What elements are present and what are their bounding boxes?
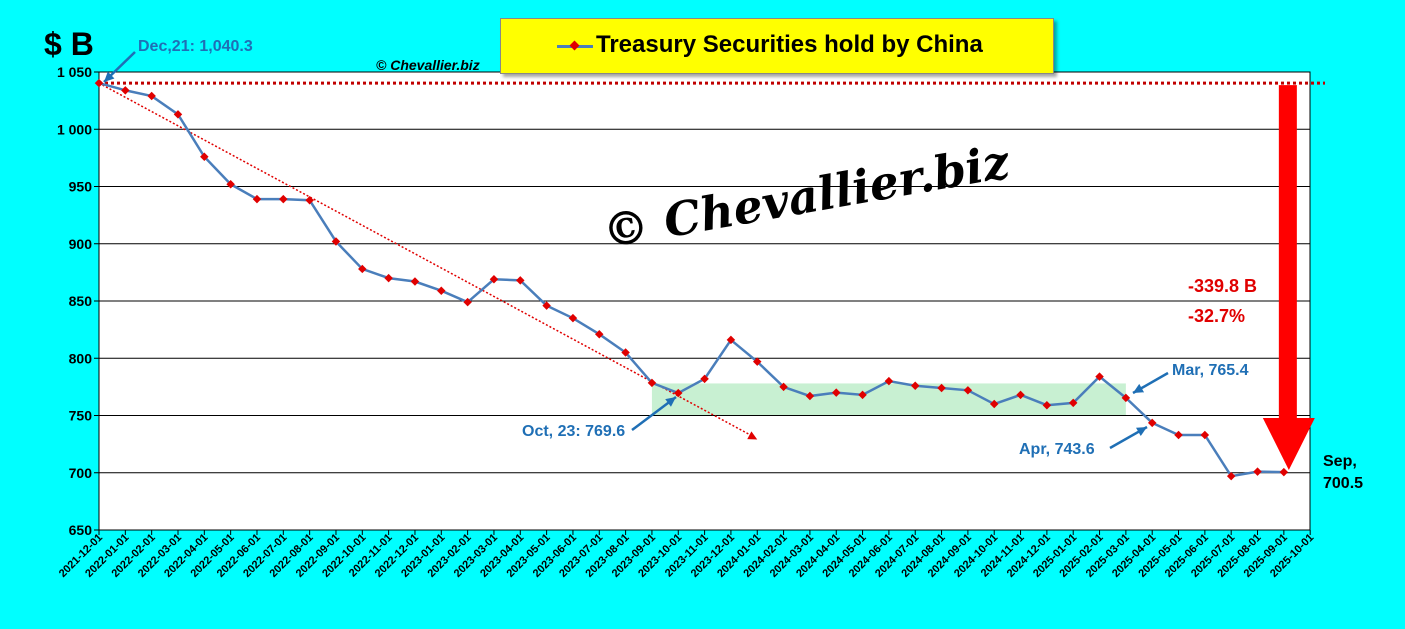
y-tick-label: 1 000 <box>57 121 92 137</box>
trend-arrowhead <box>747 431 758 440</box>
data-point <box>831 388 841 397</box>
band-rect <box>651 383 1126 416</box>
arrow-dec21-head <box>104 71 115 82</box>
data-point <box>1147 418 1157 428</box>
data-point <box>542 301 551 310</box>
drop-arrow-shaft <box>1278 85 1297 421</box>
series-line <box>98 81 1284 478</box>
drop-arrow-head <box>1262 418 1315 470</box>
annotation-oct23: Oct, 23: 769.6 <box>522 423 626 440</box>
data-point <box>753 357 762 366</box>
data-point <box>173 110 183 119</box>
data-point <box>595 329 604 339</box>
y-tick-label: 900 <box>69 236 93 252</box>
data-point <box>568 313 578 323</box>
data-point <box>805 391 815 401</box>
data-point <box>437 286 446 295</box>
data-point <box>858 390 867 400</box>
annotation-delta-percent: -32.7% <box>1188 306 1246 326</box>
legend-marker-swatch <box>569 40 580 51</box>
data-point <box>121 86 130 95</box>
x-axis-ticks: 2021-12-012022-01-012022-02-012022-03-01… <box>57 530 1316 580</box>
annotation-delta-absolute: -339.8 B <box>1188 276 1258 296</box>
data-point <box>989 399 999 409</box>
legend: Treasury Securities hold by China <box>500 18 1054 74</box>
annotation-apr25: Apr, 743.6 <box>1019 441 1095 458</box>
data-point <box>147 91 156 101</box>
annotation-sep25-label: Sep, <box>1323 453 1357 470</box>
data-point <box>1200 430 1210 440</box>
y-tick-label: 1 050 <box>57 64 92 80</box>
y-tick-label: 650 <box>69 522 93 538</box>
data-point <box>700 374 709 384</box>
data-point <box>937 383 946 393</box>
chart-title: Treasury Securities hold by China <box>596 31 983 58</box>
data-point <box>1174 430 1183 440</box>
y-tick-label: 950 <box>69 179 93 195</box>
data-point <box>200 152 209 161</box>
data-point <box>1253 467 1262 476</box>
arrow-oct23-head <box>665 397 676 407</box>
data-point <box>779 382 788 392</box>
data-point <box>1016 390 1025 400</box>
arrow-apr25-head <box>1136 427 1147 437</box>
annotation-arrows <box>103 51 1315 470</box>
y-tick-label: 700 <box>69 465 93 481</box>
data-point <box>94 78 104 88</box>
y-unit-label: $ B <box>44 26 94 62</box>
data-point <box>647 378 657 388</box>
data-point <box>305 195 314 205</box>
data-point <box>910 381 920 390</box>
data-point <box>279 194 288 204</box>
data-point <box>726 335 736 345</box>
data-point <box>331 237 341 246</box>
data-point <box>358 264 367 274</box>
grid-lines <box>99 128 1310 474</box>
data-point <box>884 376 894 386</box>
series-layer <box>94 78 1289 481</box>
data-point <box>1042 400 1052 410</box>
range-band <box>651 383 1126 416</box>
arrow-mar25-head <box>1133 383 1144 393</box>
y-axis-ticks: 650 700 750 800 850 900 950 1 000 1 050 <box>57 64 99 538</box>
data-point <box>1095 372 1104 381</box>
reference-lines <box>98 81 1325 440</box>
data-point <box>1279 467 1289 477</box>
annotation-mar25: Mar, 765.4 <box>1172 362 1249 379</box>
y-tick-label: 800 <box>69 350 93 366</box>
data-point <box>516 276 525 285</box>
data-point <box>410 277 420 286</box>
copyright-notice: © Chevallier.biz <box>376 57 480 73</box>
annotation-sep25-value: 700.5 <box>1323 475 1364 492</box>
annotation-dec21: Dec,21: 1,040.3 <box>138 38 253 55</box>
y-tick-label: 750 <box>69 408 93 424</box>
data-point <box>384 273 393 283</box>
data-point <box>1226 471 1236 481</box>
data-point <box>621 348 630 357</box>
data-point <box>674 388 683 398</box>
data-point <box>1121 393 1131 403</box>
data-point <box>226 179 235 189</box>
y-tick-label: 850 <box>69 293 93 309</box>
data-point <box>1068 398 1078 408</box>
data-point <box>489 275 499 284</box>
data-point <box>463 297 472 307</box>
data-point <box>963 386 973 395</box>
